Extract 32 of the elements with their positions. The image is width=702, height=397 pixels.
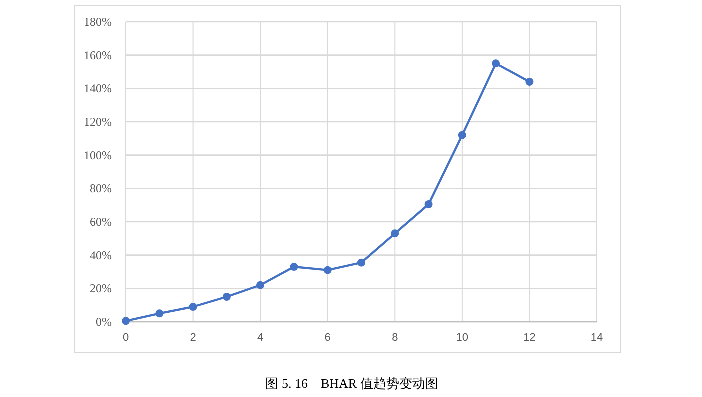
y-tick-label: 140% — [84, 82, 112, 96]
x-tick-label: 10 — [456, 332, 469, 344]
x-tick-label: 4 — [258, 332, 264, 344]
point — [156, 310, 164, 318]
x-tick-label: 8 — [392, 332, 398, 344]
text: 图 5. 16 BHAR 值趋势变动图 — [266, 376, 438, 391]
y-tick-label: 0% — [96, 315, 112, 329]
y-tick-label: 100% — [84, 148, 112, 162]
point — [424, 200, 433, 208]
point — [358, 258, 366, 267]
point — [458, 131, 466, 140]
point — [492, 60, 500, 68]
x-tick-label: 12 — [524, 332, 536, 344]
x-tick-label: 0 — [122, 332, 130, 344]
point — [222, 293, 231, 301]
point — [290, 263, 298, 271]
y-tick-label: 60% — [90, 215, 112, 229]
x-tick-label: 6 — [324, 332, 331, 344]
x-tick-label: 14 — [590, 332, 604, 344]
point — [526, 78, 534, 86]
point — [391, 230, 400, 238]
y-tick-label: 120% — [84, 115, 112, 129]
y-tick-label: 80% — [90, 182, 112, 196]
y-tick-label: 40% — [90, 248, 112, 262]
point — [189, 303, 198, 311]
y-tick-label: 20% — [90, 282, 112, 296]
point — [122, 317, 130, 326]
y-tick-label: 180% — [84, 15, 112, 29]
y-tick-label: 160% — [84, 48, 112, 62]
point — [256, 281, 265, 290]
point — [324, 266, 332, 274]
x-tick-label: 2 — [190, 332, 196, 344]
